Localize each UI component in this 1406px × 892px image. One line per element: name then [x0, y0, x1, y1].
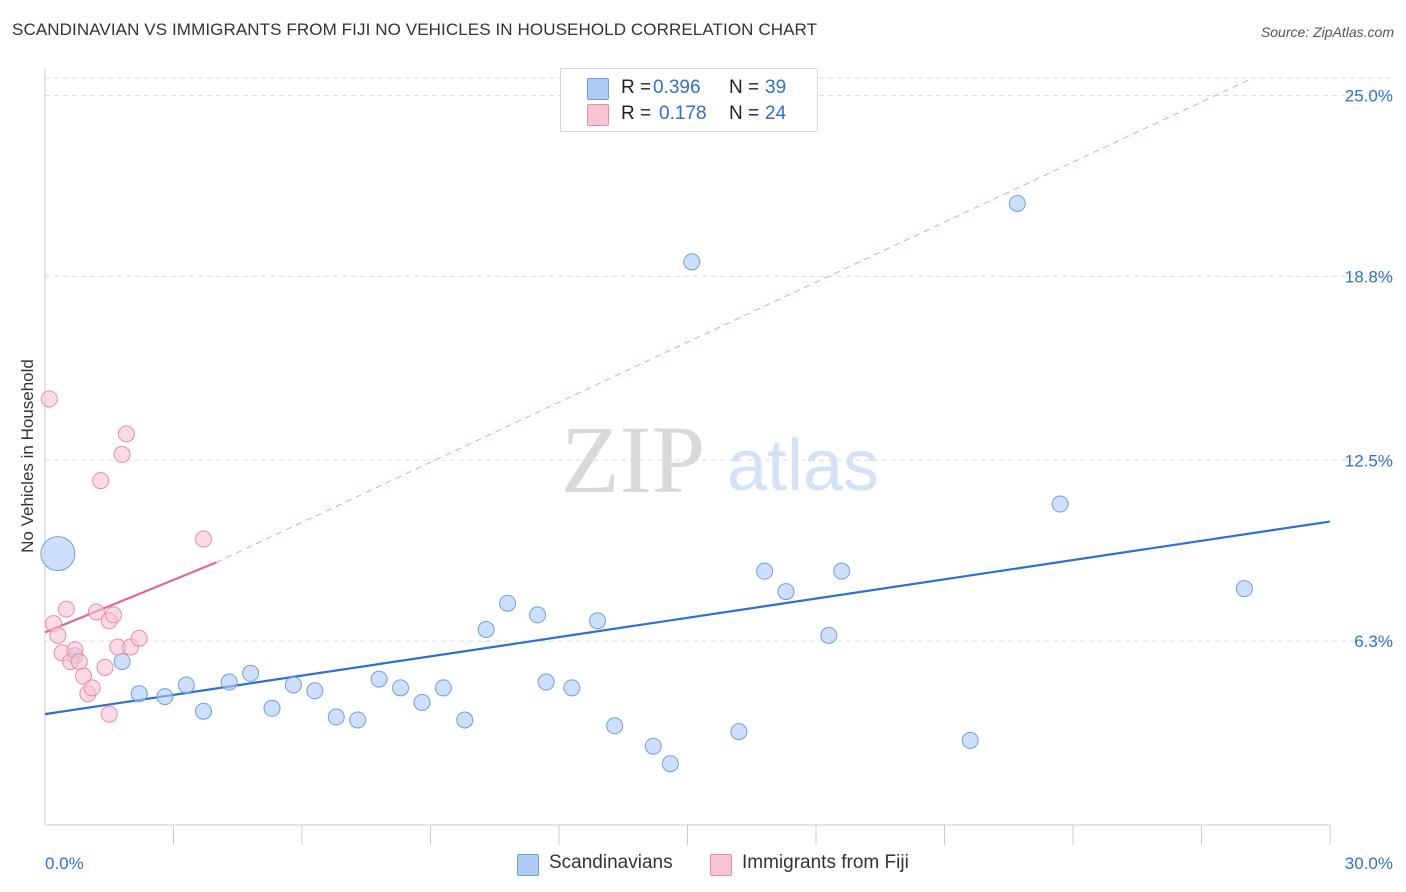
scandinavian-point	[1008, 194, 1026, 212]
fiji-point	[130, 629, 148, 647]
r-value: 0.178	[659, 103, 707, 124]
bottom-swatch-fiji	[710, 854, 732, 876]
trend-line	[44, 561, 217, 634]
watermark-zip: ZIP	[561, 406, 705, 513]
fiji-point	[75, 667, 93, 685]
scandinavian-point	[820, 626, 838, 644]
scandinavian-point	[113, 653, 131, 671]
scandinavian-point	[40, 536, 76, 572]
scandinavian-point	[220, 673, 238, 691]
r-label: R =	[621, 103, 652, 124]
fiji-point	[113, 445, 131, 463]
bottom-swatch-scandinavians	[517, 854, 539, 876]
y-tick-label: 6.3%	[1354, 632, 1393, 651]
trend-line	[216, 77, 1254, 563]
fiji-point	[49, 626, 67, 644]
tick-labels: 6.3% 12.5% 18.8% 25.0% 0.0% 30.0%	[45, 87, 1393, 873]
scandinavian-point	[1235, 580, 1253, 598]
scandinavian-point	[284, 676, 302, 694]
stats-legend: R = 0.396 N = 39 R = 0.178 N = 24	[560, 68, 818, 132]
trend-lines	[44, 77, 1331, 716]
n-label: N =	[729, 77, 760, 98]
scandinavian-point	[434, 679, 452, 697]
fiji-point	[70, 653, 88, 671]
x-tick-label: 0.0%	[45, 854, 84, 873]
trend-line	[44, 520, 1331, 716]
fiji-point	[105, 606, 123, 624]
y-tick-label: 25.0%	[1345, 87, 1393, 106]
scandinavian-point	[130, 685, 148, 703]
fiji-point	[117, 425, 135, 443]
scandinavian-point	[242, 664, 260, 682]
y-axis-label: No Vehicles in Household	[18, 359, 37, 553]
scandinavian-point	[499, 594, 517, 612]
y-tick-label: 12.5%	[1345, 451, 1393, 470]
n-value: 39	[765, 77, 787, 98]
scandinavian-point	[327, 708, 345, 726]
scandinavian-point	[1051, 495, 1069, 513]
scandinavian-point	[683, 253, 701, 271]
watermark-atlas: atlas	[727, 426, 879, 506]
r-value: 0.396	[653, 77, 701, 98]
fiji-point	[57, 600, 75, 618]
n-value: 24	[765, 103, 787, 124]
scandinavian-point	[392, 679, 410, 697]
fiji-point	[194, 530, 212, 548]
scandinavian-point	[456, 711, 474, 729]
scandinavian-point	[177, 676, 195, 694]
scandinavian-point	[661, 755, 679, 773]
fiji-point	[83, 679, 101, 697]
scandinavian-point	[263, 699, 281, 717]
fiji-point	[96, 658, 114, 676]
scandinavian-point	[349, 711, 367, 729]
scandinavian-point	[777, 583, 795, 601]
fiji-point	[40, 390, 58, 408]
grid-lines	[45, 77, 1392, 642]
scandinavian-point	[589, 612, 607, 630]
scandinavian-point	[730, 723, 748, 741]
x-tick-label: 30.0%	[1345, 854, 1393, 873]
scandinavian-point	[756, 562, 774, 580]
legend-swatch-scandinavians	[587, 78, 609, 100]
scandinavian-point	[606, 717, 624, 735]
y-tick-label: 18.8%	[1345, 267, 1393, 286]
scandinavian-point	[156, 688, 174, 706]
source-credit: Source: ZipAtlas.com	[1260, 24, 1394, 40]
fiji-point	[100, 705, 118, 723]
scandinavian-point	[370, 670, 388, 688]
scandinavian-point	[413, 693, 431, 711]
data-points	[40, 194, 1253, 773]
fiji-point	[92, 472, 110, 490]
scandinavian-point	[477, 620, 495, 638]
legend-swatch-fiji	[587, 104, 609, 126]
scandinavian-point	[537, 673, 555, 691]
scandinavian-point	[961, 731, 979, 749]
bottom-legend-label: Immigrants from Fiji	[742, 852, 909, 873]
n-label: N =	[729, 103, 760, 124]
scandinavian-point	[644, 737, 662, 755]
scandinavian-point	[833, 562, 851, 580]
bottom-legend-label: Scandinavians	[549, 852, 673, 873]
r-label: R =	[621, 77, 652, 98]
axes	[44, 68, 1331, 845]
chart-title: SCANDINAVIAN VS IMMIGRANTS FROM FIJI NO …	[12, 20, 818, 39]
scandinavian-point	[306, 682, 324, 700]
scandinavian-point	[529, 606, 547, 624]
scandinavian-point	[194, 702, 212, 720]
scandinavian-point	[563, 679, 581, 697]
fiji-point	[87, 603, 105, 621]
